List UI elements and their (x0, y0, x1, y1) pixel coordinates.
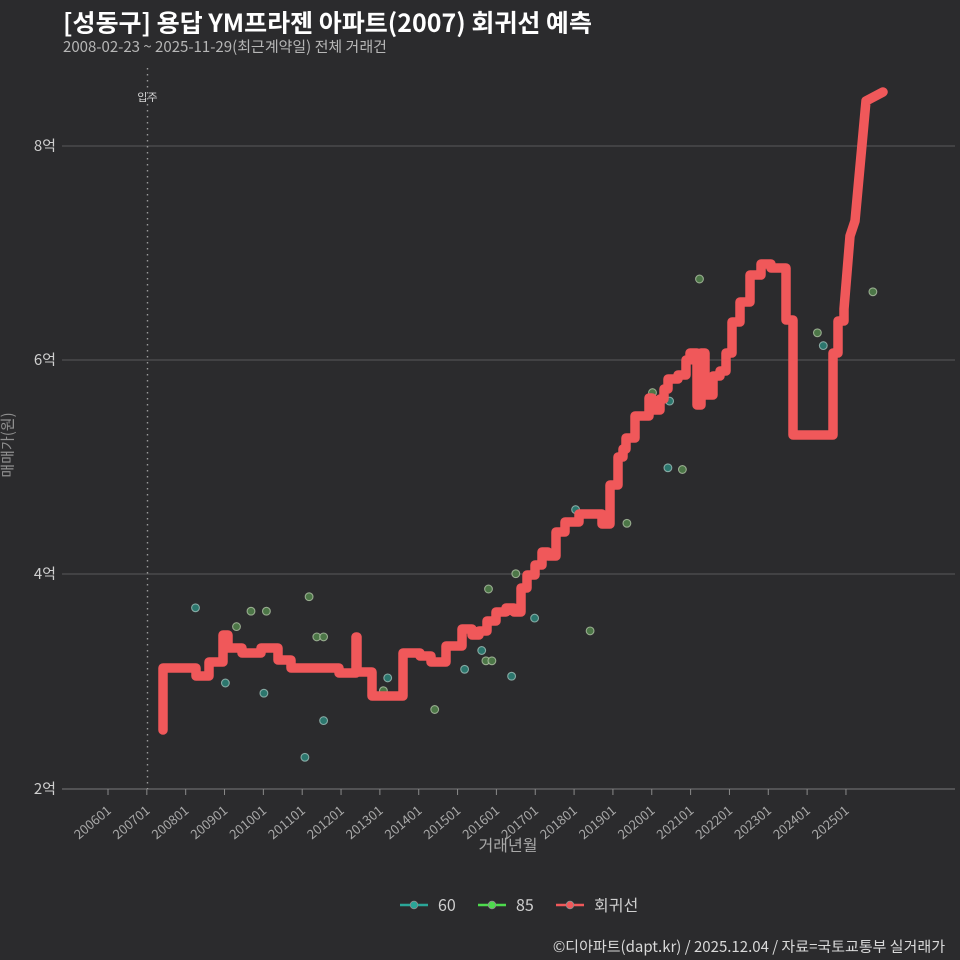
svg-text:202501: 202501 (807, 801, 852, 843)
svg-text:201101: 201101 (263, 801, 308, 843)
svg-text:201301: 201301 (341, 801, 386, 843)
svg-text:201901: 201901 (574, 801, 619, 843)
svg-text:200701: 200701 (108, 801, 153, 843)
svg-text:202201: 202201 (691, 801, 736, 843)
svg-text:202001: 202001 (613, 801, 658, 843)
svg-text:거래년월: 거래년월 (479, 832, 538, 856)
svg-text:200601: 200601 (69, 801, 114, 843)
svg-text:입주: 입주 (137, 89, 157, 105)
svg-text:201201: 201201 (302, 801, 347, 843)
svg-text:4억: 4억 (34, 563, 56, 584)
svg-text:매매가(원): 매매가(원) (0, 412, 18, 477)
svg-text:201401: 201401 (380, 801, 425, 843)
svg-text:201801: 201801 (535, 801, 580, 843)
svg-text:6억: 6억 (34, 349, 56, 370)
svg-text:2억: 2억 (34, 778, 56, 799)
svg-text:©디아파트(dapt.kr) / 2025.12.04 /: ©디아파트(dapt.kr) / 2025.12.04 / 자료=국토교통부 실… (553, 936, 945, 957)
svg-text:202401: 202401 (768, 801, 813, 843)
svg-text:8억: 8억 (34, 135, 56, 156)
svg-text:202101: 202101 (652, 801, 697, 843)
svg-text:200901: 200901 (186, 801, 231, 843)
svg-text:회귀선: 회귀선 (594, 892, 638, 916)
svg-text:200801: 200801 (147, 801, 192, 843)
svg-text:201501: 201501 (419, 801, 464, 843)
svg-text:201001: 201001 (225, 801, 270, 843)
svg-text:60: 60 (438, 892, 456, 916)
svg-text:202301: 202301 (729, 801, 774, 843)
svg-text:85: 85 (516, 892, 534, 916)
